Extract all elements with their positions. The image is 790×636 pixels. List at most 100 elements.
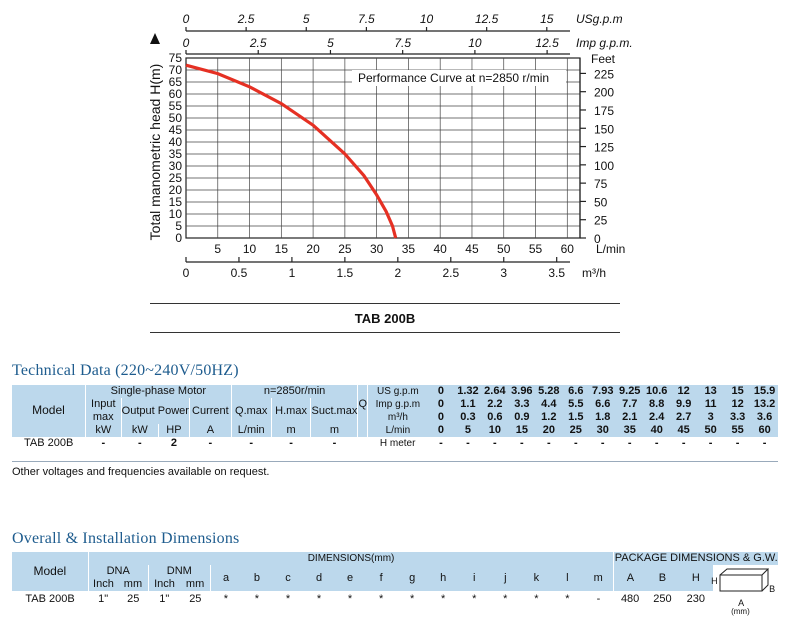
feet-tick-label: 50 — [594, 195, 608, 209]
dnm-mm-header: mm — [180, 578, 211, 591]
m3h-unit-label: m³/h — [582, 266, 606, 280]
usgpm-values: 0 1.32 2.64 3.96 5.28 6.6 7.93 9.25 10.6 12 13 15 15… — [427, 385, 778, 398]
usgpm-axis: 0 2.5 5 7.5 10 12.5 15 USg.p.m — [183, 12, 623, 32]
dim-value-i: * — [472, 593, 477, 605]
pkg-value-a: 480 — [620, 593, 640, 605]
value-cell: 9.9 — [676, 398, 692, 410]
tech-model-header: Model — [12, 385, 86, 437]
impgpm-tick-label: 7.5 — [394, 36, 411, 50]
pkg-letter-b: B — [646, 565, 679, 591]
package-box-diagram: H B A (mm) — [711, 565, 778, 616]
feet-tick-label: 25 — [594, 214, 608, 228]
dim-letter-i: i — [458, 565, 490, 591]
value-cell: 3.6 — [756, 411, 773, 423]
lmin-tick-label: 10 — [243, 242, 257, 256]
table-row: TAB 200B - - 2 - - - - H meter - - - - - - - - -… — [12, 437, 778, 450]
hp-cell: 2 — [170, 437, 177, 449]
value-cell: 2.1 — [622, 411, 638, 423]
availability-note: Other voltages and frequencies available… — [12, 466, 270, 478]
dim-letter-l: l — [551, 565, 583, 591]
value-cell: 15 — [515, 424, 528, 436]
value-cell: 15 — [731, 385, 744, 397]
m2-unit: m — [310, 424, 358, 437]
lmin-unit: L/min — [230, 424, 272, 437]
usgpm-row-label: US g.p.m — [367, 385, 428, 398]
dim-value-d: * — [316, 593, 322, 605]
value-cell: 7.93 — [592, 385, 614, 397]
value-cell: - — [493, 437, 497, 449]
value-cell: 1.2 — [541, 411, 557, 423]
impgpm-tick-label: 12.5 — [535, 36, 559, 50]
dna-mm-header: mm — [118, 578, 149, 591]
dim-value-e: * — [347, 593, 353, 605]
value-cell: 55 — [731, 424, 744, 436]
value-cell: - — [573, 437, 578, 449]
feet-tick-label: 125 — [594, 141, 614, 155]
dim-letter-b: b — [241, 565, 273, 591]
input-cell: - — [101, 437, 106, 449]
lmin-tick-label: 20 — [306, 242, 320, 256]
value-cell: 6.6 — [595, 398, 611, 410]
feet-tick-label: 200 — [594, 86, 614, 100]
lmin-tick-label: 15 — [275, 242, 289, 256]
hp-unit: HP — [157, 424, 190, 437]
input-header: Input max — [84, 398, 122, 424]
usgpm-tick-label: 12.5 — [475, 12, 499, 26]
m3h-tick-label: 2 — [394, 266, 401, 280]
value-cell: 10.6 — [645, 385, 668, 397]
dim-value-j: * — [503, 593, 508, 605]
hmax-cell: - — [289, 437, 293, 449]
suctmax-header: Suct.max — [310, 398, 358, 424]
rpm-header: n=2850r/min — [230, 385, 358, 398]
value-cell: 15.9 — [753, 385, 776, 397]
dim-letter-c: c — [272, 565, 304, 591]
usgpm-tick-label: 7.5 — [358, 12, 375, 26]
value-cell: - — [466, 437, 470, 449]
impgpm-tick-label: 5 — [327, 36, 334, 50]
value-cell: 4.4 — [541, 398, 557, 410]
package-header: PACKAGE DIMENSIONS & G.W. — [613, 552, 778, 565]
value-cell: 30 — [596, 424, 609, 436]
dnm-inch-header: Inch — [147, 578, 181, 591]
value-cell: 20 — [542, 424, 555, 436]
kw-cell: - — [137, 437, 142, 449]
y-tick-label: 60 — [169, 87, 183, 101]
y-tick-label: 55 — [169, 99, 183, 113]
value-cell: 9.25 — [619, 385, 641, 397]
impgpm-unit-label: Imp g.p.m. — [576, 36, 633, 50]
dimensions-header: DIMENSIONS(mm) — [87, 552, 614, 565]
feet-axis-ticks: 0 25 50 75 100 125 150 175 200 225 — [579, 58, 614, 246]
suctmax-cell: - — [332, 437, 337, 449]
impgpm-tick-label: 0 — [183, 36, 190, 50]
q-header: Q — [357, 385, 368, 424]
m3h-values: 0 0.3 0.6 0.9 1.2 1.5 1.8 2.1 2.4 2.7 3 3.3 3.6 — [427, 411, 778, 424]
lmin-tick-label: 5 — [214, 242, 221, 256]
y-tick-label: 10 — [169, 207, 183, 221]
value-cell: 3 — [707, 411, 714, 423]
y-tick-label: 0 — [175, 231, 182, 245]
pkg-letter-a: A — [613, 565, 647, 591]
value-cell: 1.5 — [568, 411, 584, 423]
value-cell: 8.8 — [649, 398, 665, 410]
feet-tick-label: 0 — [594, 232, 601, 246]
y-tick-label: 25 — [169, 171, 183, 185]
value-cell: 0 — [437, 398, 445, 410]
title-backdrop — [352, 70, 566, 86]
usgpm-unit-label: USg.p.m — [576, 12, 623, 26]
value-cell: 13 — [704, 385, 717, 397]
feet-tick-label: 100 — [594, 159, 614, 173]
value-cell: 7.7 — [622, 398, 638, 410]
value-cell: 5 — [464, 424, 471, 436]
hmax-header: H.max — [270, 398, 311, 424]
pkg-letter-h: H — [678, 565, 714, 591]
y-axis-arrow-icon — [150, 33, 160, 44]
value-cell: 0.9 — [514, 411, 530, 423]
impgpm-row-label: Imp g.p.m — [367, 398, 428, 411]
m3h-row-label: m³/h — [367, 411, 428, 424]
m3h-tick-label: 3.5 — [548, 266, 565, 280]
value-cell: 50 — [704, 424, 717, 436]
dim-letter-h: h — [427, 565, 459, 591]
dnm-header: DNM — [147, 565, 211, 578]
dim-value-f: * — [378, 593, 384, 605]
value-cell: 3.3 — [514, 398, 530, 410]
